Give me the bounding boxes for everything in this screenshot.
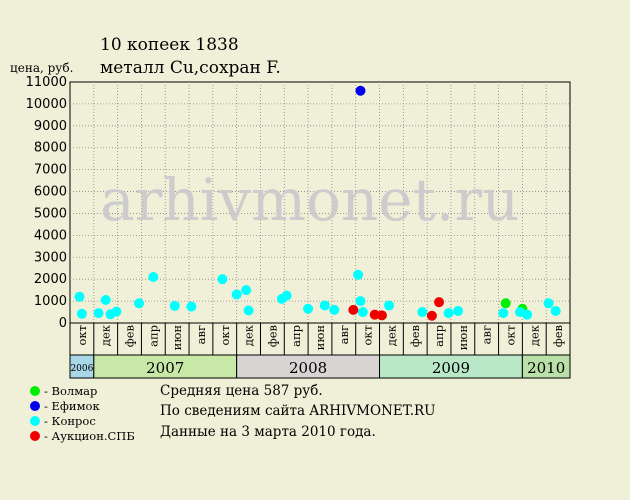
- y-tick-label: 7000: [34, 163, 67, 178]
- year-label: 2006: [70, 364, 93, 374]
- month-label: июн: [456, 325, 470, 351]
- month-label: фев: [123, 325, 137, 347]
- legend-marker: [30, 401, 40, 411]
- month-label: апр: [289, 325, 303, 347]
- legend-label: - Волмар: [44, 384, 97, 398]
- legend-label: - Конрос: [44, 414, 96, 428]
- month-label: дек: [527, 324, 541, 346]
- grid: [69, 81, 571, 324]
- average-price-text: Средняя цена 587 руб.: [160, 383, 323, 399]
- y-tick-label: 9000: [34, 119, 67, 134]
- data-point: [148, 271, 159, 282]
- data-point: [111, 306, 122, 317]
- month-label: апр: [146, 325, 160, 347]
- data-point: [417, 307, 428, 318]
- month-label: дек: [384, 324, 398, 346]
- data-point: [217, 274, 228, 285]
- data-point: [319, 300, 330, 311]
- month-label: июн: [313, 325, 327, 351]
- month-label: апр: [432, 325, 446, 347]
- year-label: 2009: [432, 359, 470, 377]
- month-label: дек: [99, 324, 113, 346]
- y-tick-label: 8000: [34, 141, 67, 156]
- legend-label: - Ефимок: [44, 399, 100, 413]
- y-tick-label: 0: [59, 316, 67, 331]
- y-tick-label: 3000: [34, 250, 67, 265]
- y-axis-ticks: 0 1000 2000 3000 4000 5000 6000 7000 8000 9000 100…: [26, 75, 67, 331]
- data-point: [76, 308, 87, 319]
- data-point: [281, 290, 292, 301]
- data-point: [241, 285, 252, 296]
- watermark: arhivmonet.ru: [100, 166, 519, 234]
- month-label: окт: [503, 325, 517, 345]
- data-point: [384, 300, 395, 311]
- y-tick-label: 6000: [34, 185, 67, 200]
- legend-marker: [30, 431, 40, 441]
- y-tick-label: 11000: [26, 75, 67, 90]
- month-label: авг: [194, 325, 208, 344]
- year-label: 2010: [527, 359, 565, 377]
- year-label: 2007: [146, 359, 184, 377]
- month-label: авг: [480, 325, 494, 344]
- legend-marker: [30, 416, 40, 426]
- data-point: [376, 310, 387, 321]
- data-point: [231, 289, 242, 300]
- data-point: [543, 298, 554, 309]
- legend: - Волмар- Ефимок- Конрос- Аукцион.СПБ: [30, 384, 135, 443]
- data-point: [243, 305, 254, 316]
- legend-label: - Аукцион.СПБ: [44, 429, 135, 443]
- data-point: [353, 269, 364, 280]
- month-label: дек: [242, 324, 256, 346]
- data-point: [186, 301, 197, 312]
- data-point: [100, 294, 111, 305]
- data-point: [348, 304, 359, 315]
- month-label: июн: [170, 325, 184, 351]
- data-point: [426, 310, 437, 321]
- y-tick-label: 2000: [34, 272, 67, 287]
- data-point: [522, 309, 533, 320]
- data-point: [357, 307, 368, 318]
- data-point: [443, 308, 454, 319]
- data-point: [355, 296, 366, 307]
- month-label: фев: [551, 325, 565, 347]
- legend-marker: [30, 386, 40, 396]
- x-axis-months: окт дек фев апр июн авг окт дек фев апр июн авг окт д…: [69, 322, 571, 356]
- data-point: [498, 308, 509, 319]
- x-axis-years: 2006 2007 2008 2009 2010: [69, 354, 571, 379]
- chart-title-line1: 10 копеек 1838: [100, 35, 239, 55]
- data-point: [329, 304, 340, 315]
- month-label: окт: [361, 325, 375, 345]
- source-text: По сведениям сайта ARHIVMONET.RU: [160, 403, 436, 419]
- chart-title-line2: металл Cu,сохран F.: [100, 58, 281, 78]
- month-label: авг: [337, 325, 351, 344]
- data-point: [134, 298, 145, 309]
- data-point: [303, 303, 314, 314]
- data-point: [453, 305, 464, 316]
- data-point: [93, 308, 104, 319]
- y-axis-label: цена, руб.: [10, 61, 73, 75]
- data-point: [500, 298, 511, 309]
- data-point: [169, 300, 180, 311]
- year-band: [521, 354, 571, 379]
- month-label: окт: [75, 325, 89, 345]
- data-point: [355, 85, 366, 96]
- data-points: [74, 85, 561, 321]
- data-point: [550, 305, 561, 316]
- y-tick-label: 10000: [26, 97, 67, 112]
- data-point: [434, 297, 445, 308]
- month-label: фев: [408, 325, 422, 347]
- data-point: [74, 291, 85, 302]
- y-tick-label: 1000: [34, 294, 67, 309]
- y-tick-label: 4000: [34, 228, 67, 243]
- month-label: фев: [265, 325, 279, 347]
- y-tick-label: 5000: [34, 206, 67, 221]
- year-label: 2008: [289, 359, 327, 377]
- month-label: окт: [218, 325, 232, 345]
- date-text: Данные на 3 марта 2010 года.: [160, 424, 376, 440]
